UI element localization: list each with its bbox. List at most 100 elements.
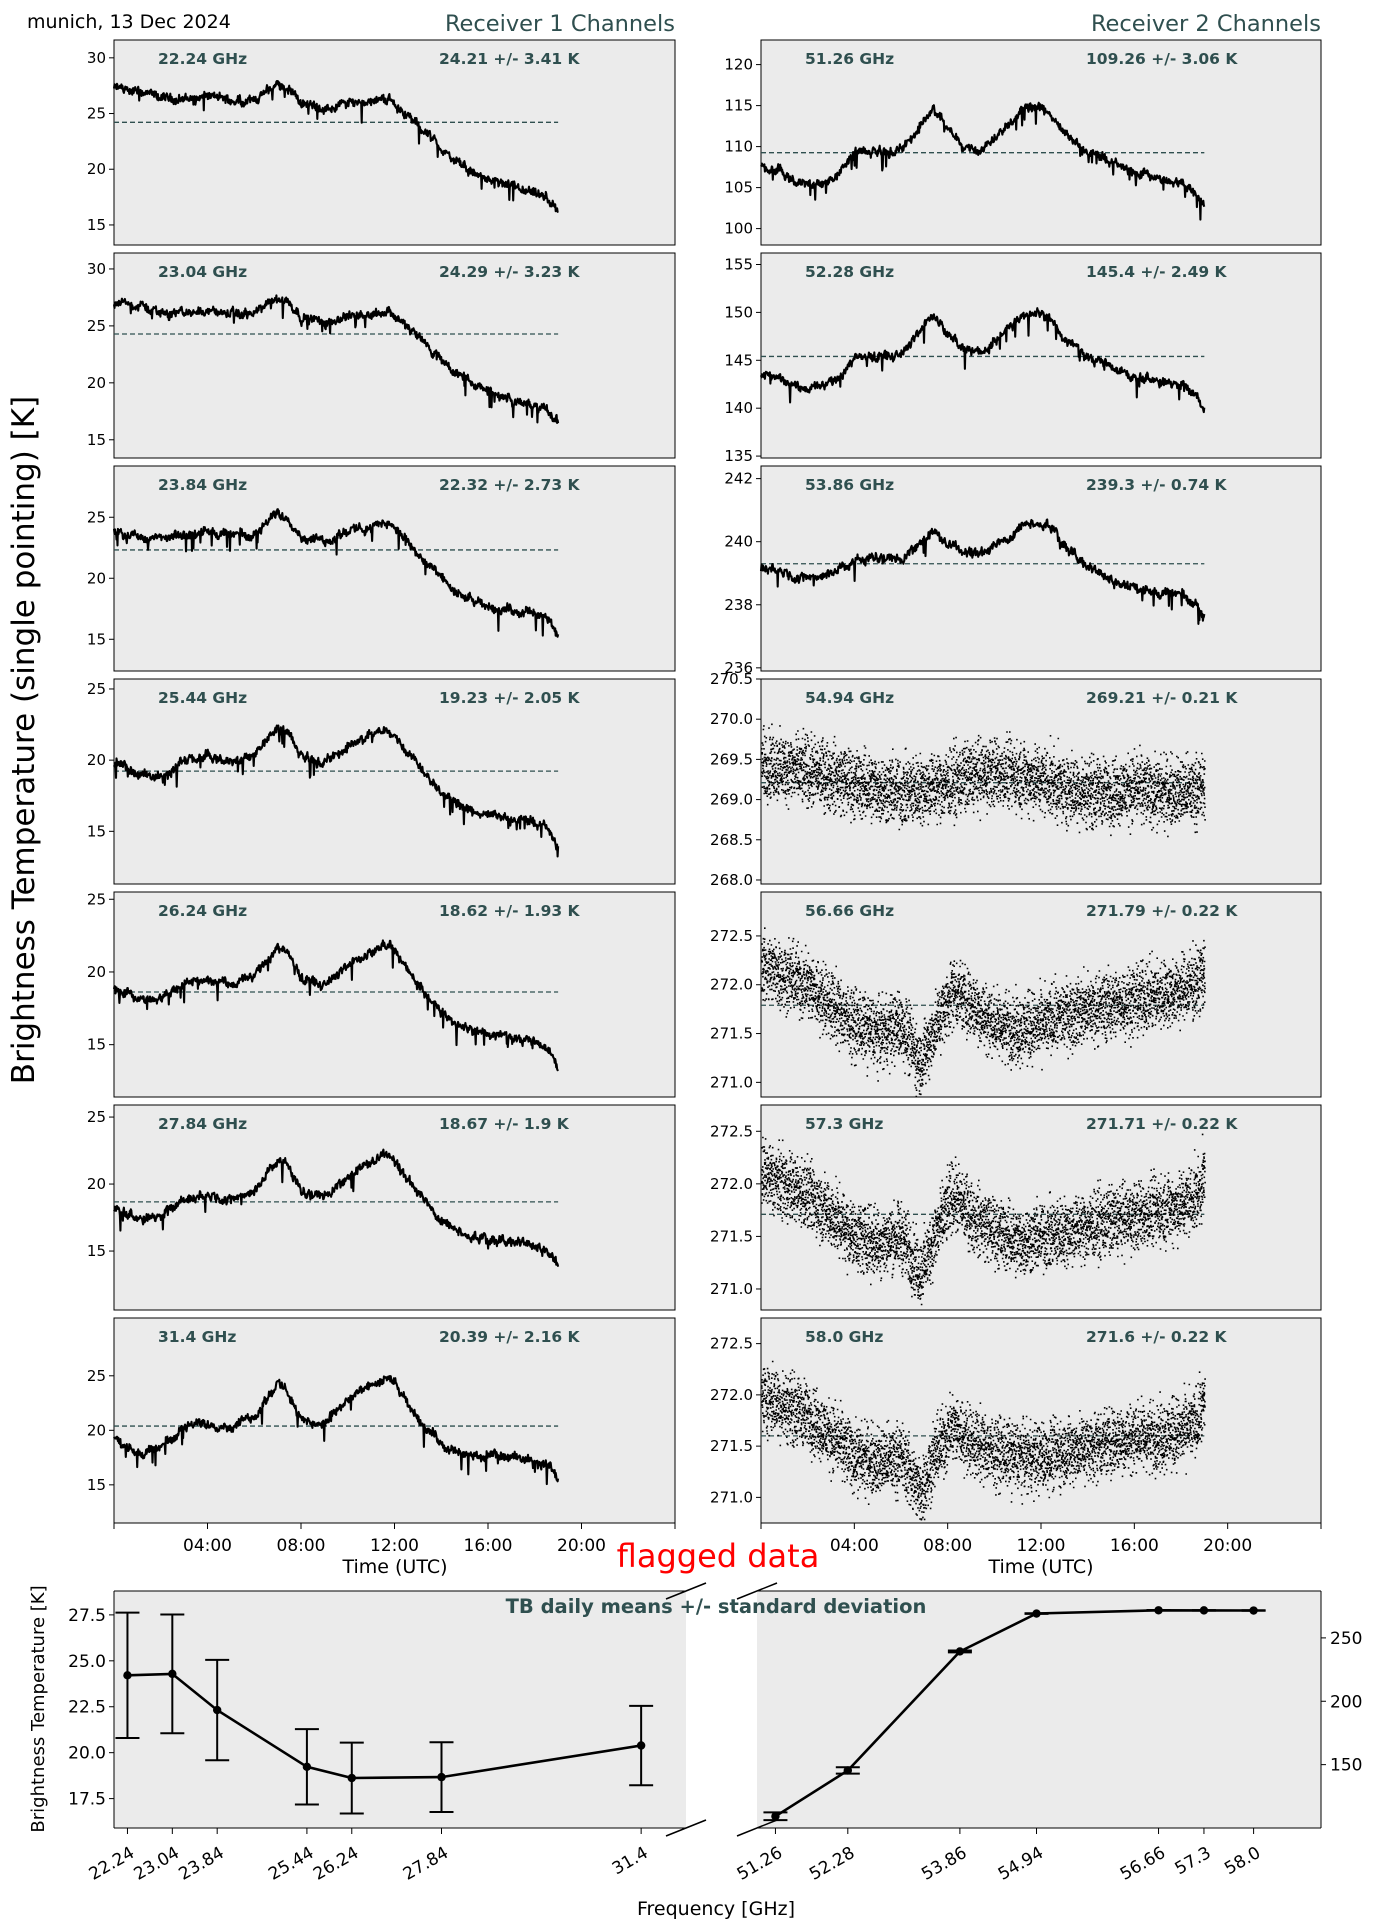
y-tick-label: 20 — [87, 1421, 106, 1439]
y-tick-label: 20 — [87, 963, 106, 981]
panel-background — [113, 1104, 676, 1311]
series-line — [760, 101, 1206, 221]
global-y-axis-label: Brightness Temperature (single pointing)… — [6, 396, 42, 1084]
series-points — [761, 1133, 1206, 1306]
panel-25-44-ghz: 15 20 25 25.44 GHz 19.23 +/- 2.05 K — [87, 678, 676, 885]
x-tick-label: 08:00 — [277, 1536, 326, 1556]
channel-label: 26.24 GHz — [158, 902, 247, 920]
mean-point — [123, 1671, 132, 1680]
x-tick-label: 26.24 — [310, 1843, 362, 1885]
y-tick-label: 20 — [87, 160, 106, 178]
mean-point — [168, 1669, 177, 1679]
y-tick-label: 140 — [724, 399, 753, 417]
y-tick-label: 268.5 — [710, 831, 753, 849]
series-line — [112, 508, 560, 638]
series-line — [112, 939, 559, 1072]
receiver-2-x-axis-label: Time (UTC) — [987, 1556, 1093, 1578]
mean-point — [1199, 1606, 1209, 1615]
x-tick-label: 23.04 — [131, 1843, 183, 1885]
y-tick-label: 27.5 — [68, 1606, 106, 1626]
mean-std-label: 269.21 +/- 0.21 K — [1086, 689, 1238, 707]
panel-background — [113, 39, 676, 246]
x-tick-label: 57.3 — [1172, 1843, 1215, 1879]
y-tick-label: 271.0 — [710, 1073, 753, 1091]
channel-label: 57.3 GHz — [805, 1115, 883, 1133]
x-tick-label: 20:00 — [1203, 1536, 1252, 1556]
receiver-2-title: Receiver 2 Channels — [1091, 11, 1321, 37]
mean-std-label: 271.71 +/- 0.22 K — [1086, 1115, 1238, 1133]
mean-point — [347, 1773, 356, 1783]
mean-std-label: 271.79 +/- 0.22 K — [1086, 902, 1238, 920]
y-tick-label: 17.5 — [68, 1790, 106, 1810]
daily-means-chart: TB daily means +/- standard deviation Bri… — [28, 1582, 1362, 1920]
mean-std-label: 18.62 +/- 1.93 K — [439, 902, 581, 920]
daily-means-right-background — [757, 1591, 1321, 1828]
y-tick-label: 270.0 — [710, 710, 753, 728]
channel-label: 23.84 GHz — [158, 476, 247, 494]
mean-point — [1249, 1606, 1258, 1615]
mean-point — [771, 1812, 780, 1821]
x-tick-label: 53.86 — [918, 1843, 970, 1885]
daily-means-x-axis-label: Frequency [GHz] — [637, 1898, 795, 1920]
y-tick-label: 15 — [87, 216, 106, 234]
mean-point — [212, 1705, 222, 1715]
panel-background — [760, 252, 1322, 459]
y-tick-label: 236 — [724, 659, 753, 677]
y-tick-label: 150 — [724, 303, 753, 321]
panel-background — [760, 1317, 1322, 1524]
y-tick-label: 25 — [87, 890, 106, 908]
y-tick-label: 25 — [87, 680, 106, 698]
y-tick-label: 145 — [724, 351, 753, 369]
panel-22-24-ghz: 15 20 25 30 22.24 GHz 24.21 +/- 3.41 K — [87, 39, 676, 246]
y-tick-label: 100 — [724, 220, 753, 238]
series-line — [112, 294, 560, 424]
panel-26-24-ghz: 15 20 25 26.24 GHz 18.62 +/- 1.93 K — [87, 890, 676, 1098]
y-tick-label: 15 — [87, 431, 106, 449]
y-tick-label: 25 — [87, 317, 106, 335]
panel-54-94-ghz: 268.0 268.5 269.0 269.5 270.0 270.5 54.94 GHz 2… — [710, 670, 1322, 889]
y-tick-label: 25 — [87, 105, 106, 123]
mean-point — [302, 1762, 312, 1772]
x-tick-label: 52.28 — [806, 1843, 858, 1885]
x-tick-label: 31.4 — [609, 1843, 652, 1879]
panel-background — [760, 39, 1322, 246]
x-tick-label: 56.66 — [1117, 1843, 1169, 1885]
channel-label: 56.66 GHz — [805, 902, 894, 920]
series-line — [759, 307, 1206, 414]
y-tick-label: 238 — [724, 596, 753, 614]
time-axes: 04:00 08:00 12:00 16:00 20:00 04:00 08:00 12:00… — [113, 1523, 1322, 1556]
x-tick-label: 58.0 — [1221, 1843, 1264, 1879]
panel-56-66-ghz: 271.0 271.5 272.0 272.5 56.66 GHz 271.79 +/- … — [710, 891, 1322, 1098]
channel-label: 53.86 GHz — [805, 476, 894, 494]
y-tick-label: 240 — [724, 533, 753, 551]
channel-label: 25.44 GHz — [158, 689, 247, 707]
channel-label: 23.04 GHz — [158, 263, 247, 281]
channel-label: 27.84 GHz — [158, 1115, 247, 1133]
y-tick-label: 242 — [724, 470, 753, 488]
y-tick-label: 250 — [1330, 1629, 1362, 1649]
series-line — [113, 724, 560, 858]
panel-23-84-ghz: 15 20 25 23.84 GHz 22.32 +/- 2.73 K — [87, 465, 676, 672]
daily-means-y-axis-label: Brightness Temperature [K] — [28, 1585, 49, 1832]
mean-point — [437, 1772, 446, 1782]
receiver-1-title: Receiver 1 Channels — [445, 11, 675, 37]
axis-break-mark — [665, 1819, 707, 1837]
y-tick-label: 272.0 — [710, 1175, 753, 1193]
series-points — [761, 1360, 1206, 1521]
series-line — [759, 518, 1206, 625]
panel-background — [113, 678, 676, 885]
x-tick-label: 25.44 — [265, 1843, 317, 1885]
y-tick-label: 115 — [724, 97, 753, 115]
location-date: munich, 13 Dec 2024 — [27, 11, 231, 33]
channel-label: 22.24 GHz — [158, 50, 247, 68]
flagged-data-label: flagged data — [617, 1537, 820, 1575]
y-tick-label: 155 — [724, 255, 753, 273]
mean-point — [955, 1647, 965, 1656]
mean-point — [843, 1766, 853, 1775]
timeseries-panels: 15 20 25 30 22.24 GHz 24.21 +/- 3.41 K 15 20 25 3… — [87, 39, 1322, 1524]
channel-label: 52.28 GHz — [805, 263, 894, 281]
channel-label: 51.26 GHz — [805, 50, 894, 68]
y-tick-label: 271.5 — [710, 1437, 753, 1455]
panel-51-26-ghz: 100 105 110 115 120 51.26 GHz 109.26 +/- 3.06 … — [724, 39, 1322, 246]
